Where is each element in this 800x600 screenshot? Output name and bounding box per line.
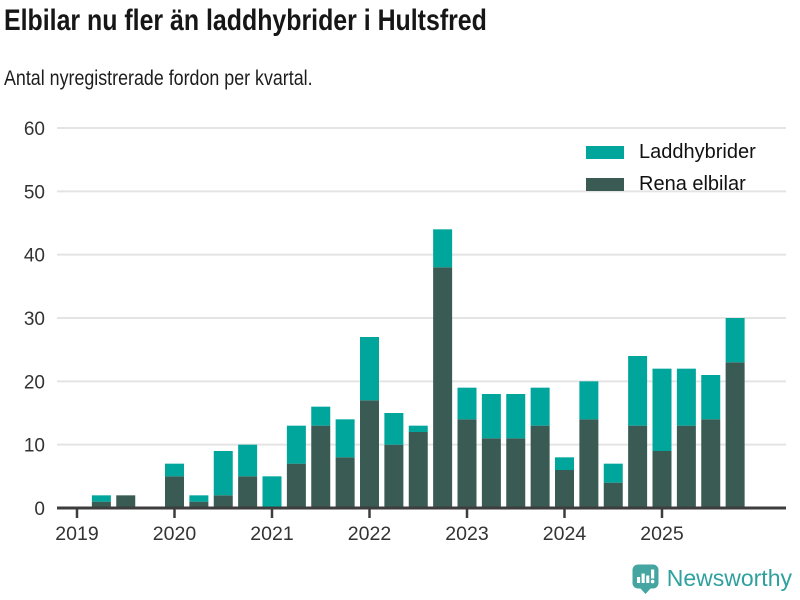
- bar-laddhybrider: [604, 464, 623, 483]
- bar-laddhybrider: [263, 476, 282, 508]
- x-tick-label: 2022: [348, 523, 391, 545]
- bar-laddhybrider: [287, 426, 306, 464]
- x-tick-label: 2024: [543, 523, 587, 545]
- legend-label: Rena elbilar: [639, 173, 746, 196]
- bar-laddhybrider: [628, 356, 647, 426]
- y-tick-label: 10: [24, 436, 45, 457]
- x-tick-label: 2019: [55, 523, 98, 545]
- bar-rena-elbilar: [360, 400, 379, 508]
- bar-laddhybrider: [653, 369, 672, 451]
- bar-rena-elbilar: [336, 457, 355, 508]
- bar-rena-elbilar: [653, 451, 672, 508]
- y-tick-label: 40: [24, 246, 45, 267]
- x-tick-label: 2025: [640, 523, 684, 545]
- bar-laddhybrider: [726, 318, 745, 362]
- bar-rena-elbilar: [726, 362, 745, 508]
- x-tick-label: 2020: [153, 523, 197, 545]
- bar-laddhybrider: [384, 413, 403, 445]
- bar-rena-elbilar: [506, 438, 525, 508]
- bar-laddhybrider: [238, 445, 257, 477]
- y-tick-label: 60: [24, 119, 45, 140]
- bar-laddhybrider: [433, 229, 452, 267]
- x-tick-label: 2023: [445, 523, 488, 545]
- newsworthy-logo-icon: [631, 563, 660, 594]
- bar-rena-elbilar: [531, 426, 550, 508]
- legend-swatch: [586, 146, 624, 159]
- bar-rena-elbilar: [555, 470, 574, 508]
- bar-laddhybrider: [482, 394, 501, 438]
- bar-rena-elbilar: [677, 426, 696, 508]
- bar-rena-elbilar: [384, 445, 403, 508]
- stacked-bar-chart: 0 10 20 30 40 50 60 2019 2020 2021 2022 2023 2024 202…: [0, 0, 800, 600]
- legend-swatch: [586, 178, 624, 191]
- bar-laddhybrider: [506, 394, 525, 438]
- bar-rena-elbilar: [701, 419, 720, 508]
- bar-laddhybrider: [360, 337, 379, 400]
- chart-page: Elbilar nu fler än laddhybrider i Hultsf…: [0, 0, 800, 600]
- bar-rena-elbilar: [458, 419, 477, 508]
- bar-laddhybrider: [92, 495, 111, 501]
- bar-laddhybrider: [677, 369, 696, 426]
- bar-rena-elbilar: [165, 476, 184, 508]
- bar-rena-elbilar: [579, 419, 598, 508]
- brand-name: Newsworthy: [667, 565, 792, 592]
- bar-laddhybrider: [458, 388, 477, 420]
- bar-rena-elbilar: [311, 426, 330, 508]
- x-tick-label: 2021: [250, 523, 293, 545]
- bar-rena-elbilar: [116, 495, 135, 508]
- bar-laddhybrider: [531, 388, 550, 426]
- bar-rena-elbilar: [287, 464, 306, 508]
- bar-rena-elbilar: [604, 483, 623, 508]
- y-tick-label: 20: [24, 372, 45, 393]
- legend-label: Laddhybrider: [639, 141, 756, 164]
- bar-laddhybrider: [214, 451, 233, 495]
- bar-laddhybrider: [555, 457, 574, 470]
- bar-laddhybrider: [409, 426, 428, 432]
- y-tick-label: 50: [24, 182, 45, 203]
- legend-item: Rena elbilar: [586, 173, 756, 196]
- bar-rena-elbilar: [482, 438, 501, 508]
- bar-laddhybrider: [579, 381, 598, 419]
- bar-laddhybrider: [311, 407, 330, 426]
- bar-laddhybrider: [189, 495, 208, 501]
- y-tick-label: 0: [34, 499, 45, 520]
- chart-legend: Laddhybrider Rena elbilar: [586, 141, 756, 196]
- brand-footer: Newsworthy: [631, 563, 792, 594]
- bar-rena-elbilar: [409, 432, 428, 508]
- legend-item: Laddhybrider: [586, 141, 756, 164]
- bar-rena-elbilar: [238, 476, 257, 508]
- bar-rena-elbilar: [214, 495, 233, 508]
- bar-laddhybrider: [165, 464, 184, 477]
- bar-rena-elbilar: [433, 267, 452, 508]
- bar-laddhybrider: [336, 419, 355, 457]
- bar-laddhybrider: [701, 375, 720, 419]
- y-tick-label: 30: [24, 309, 45, 330]
- bar-rena-elbilar: [628, 426, 647, 508]
